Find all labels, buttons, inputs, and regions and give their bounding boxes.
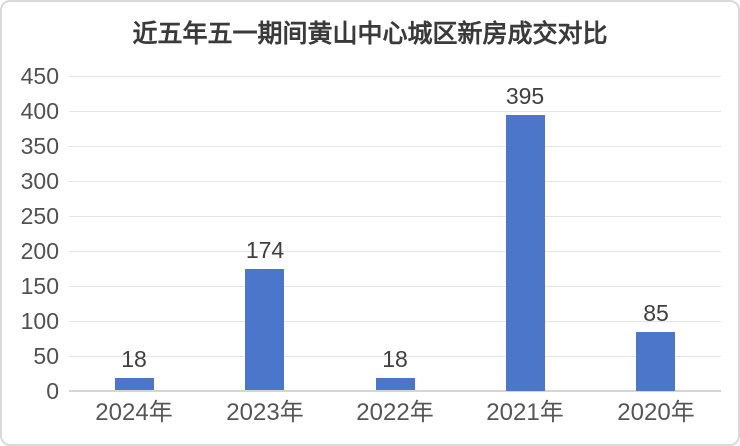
gridline bbox=[69, 216, 721, 217]
y-axis-tick-label: 100 bbox=[20, 308, 59, 334]
y-axis-tick-label: 0 bbox=[46, 378, 59, 404]
gridline bbox=[69, 321, 721, 322]
x-axis-category-label: 2020年 bbox=[617, 399, 695, 426]
gridline bbox=[69, 356, 721, 357]
bar-value-label: 85 bbox=[643, 300, 669, 326]
y-axis-tick-label: 450 bbox=[20, 63, 59, 89]
bar-2023年 bbox=[245, 269, 284, 390]
bar-value-label: 18 bbox=[382, 346, 408, 372]
bar-value-label: 174 bbox=[245, 237, 285, 263]
gridline bbox=[69, 111, 721, 112]
y-axis-tick-label: 50 bbox=[33, 343, 59, 369]
y-axis-tick-label: 150 bbox=[20, 273, 59, 299]
y-axis-tick-label: 250 bbox=[20, 203, 59, 229]
y-axis-tick-label: 200 bbox=[20, 238, 59, 264]
bar-2021年 bbox=[506, 115, 545, 391]
gridline bbox=[69, 286, 721, 287]
bar-value-label: 395 bbox=[505, 83, 545, 109]
bar-2022年 bbox=[376, 378, 415, 390]
x-axis-category-label: 2023年 bbox=[226, 399, 304, 426]
chart-title: 近五年五一期间黄山中心城区新房成交对比 bbox=[132, 20, 608, 48]
x-axis-category-label: 2022年 bbox=[356, 399, 434, 426]
x-axis-category-label: 2024年 bbox=[95, 399, 173, 426]
bar-2020年 bbox=[636, 332, 675, 391]
gridline bbox=[69, 251, 721, 252]
gridline bbox=[69, 76, 721, 77]
gridline bbox=[69, 146, 721, 147]
y-axis-tick-label: 400 bbox=[20, 98, 59, 124]
y-axis-tick-label: 300 bbox=[20, 168, 59, 194]
x-axis-line bbox=[69, 390, 721, 392]
gridline bbox=[69, 181, 721, 182]
bar-value-label: 18 bbox=[121, 346, 147, 372]
y-axis-tick-label: 350 bbox=[20, 133, 59, 159]
x-axis-category-label: 2021年 bbox=[486, 399, 564, 426]
bar-2024年 bbox=[115, 378, 154, 390]
